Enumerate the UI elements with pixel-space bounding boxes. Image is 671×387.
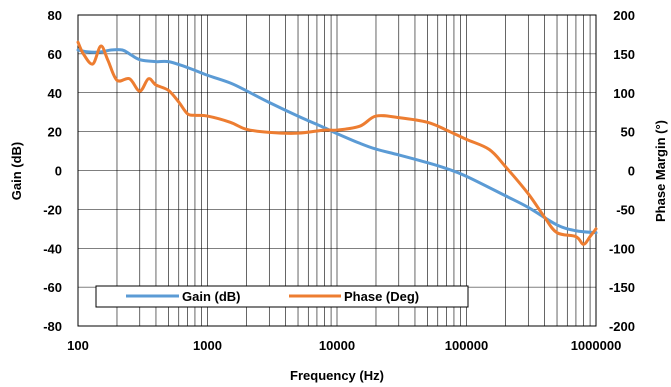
legend-label-gain: Gain (dB) [182, 289, 241, 304]
y-tick-label: -60 [43, 280, 62, 295]
x-tick-label: 100 [67, 338, 89, 353]
y-tick-label: -40 [43, 241, 62, 256]
x-tick-label: 100000 [445, 338, 488, 353]
x-tick-label: 1000000 [571, 338, 622, 353]
x-tick-labels: 100 1000 10000 100000 1000000 [67, 338, 621, 353]
y2-tick-label: 150 [613, 47, 635, 62]
y2-tick-label: -100 [609, 241, 635, 256]
legend-label-phase: Phase (Deg) [344, 289, 419, 304]
series-line-gain [76, 48, 598, 235]
x-tick-label: 1000 [193, 338, 222, 353]
y-tick-label: -20 [43, 202, 62, 217]
y-axis-title: Gain (dB) [9, 142, 24, 201]
y-tick-labels: 80 60 40 20 0 -20 -40 -60 -80 [43, 8, 62, 334]
y2-tick-labels: 200 150 100 50 0 -50 -100 -150 -200 [609, 8, 635, 334]
series-layer [76, 40, 598, 246]
legend-box [95, 285, 469, 308]
y-tick-label: -80 [43, 319, 62, 334]
plot-frame [77, 14, 597, 327]
y2-tick-label: -150 [609, 280, 635, 295]
x-axis-title: Frequency (Hz) [290, 368, 384, 383]
y2-tick-label: 0 [628, 164, 635, 179]
y-tick-label: 20 [48, 125, 62, 140]
y2-tick-label: -200 [609, 319, 635, 334]
x-tick-label: 10000 [319, 338, 355, 353]
series-line-phase [76, 40, 598, 246]
y-tick-label: 80 [48, 8, 62, 23]
y-tick-label: 40 [48, 86, 62, 101]
y2-axis-title: Phase Margin (°) [653, 120, 668, 222]
y2-tick-label: 100 [613, 86, 635, 101]
y-tick-label: 0 [55, 164, 62, 179]
y-tick-label: 60 [48, 47, 62, 62]
y2-tick-label: -50 [616, 202, 635, 217]
legend: Gain (dB) Phase (Deg) [95, 285, 469, 308]
y2-tick-label: 200 [613, 8, 635, 23]
y2-tick-label: 50 [621, 125, 635, 140]
